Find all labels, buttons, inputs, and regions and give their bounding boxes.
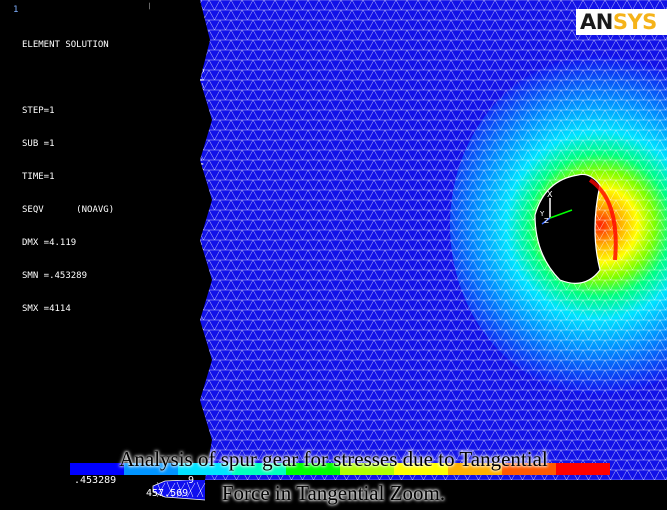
caption-line-2: Force in Tangential Zoom. (221, 481, 446, 505)
legend-swatch-7 (394, 463, 448, 475)
gear-tooth-mesh (156, 481, 206, 498)
window-number: 1 (13, 5, 19, 15)
ansys-logo: ANSYS (576, 9, 667, 35)
legend-swatch-4 (232, 463, 286, 475)
info-line-step: STEP=1 (22, 106, 55, 116)
caption-line-1: Analysis of spur gear for stresses due t… (119, 447, 548, 471)
legend-swatch-6 (340, 463, 394, 475)
info-line-smn: SMN =.453289 (22, 271, 88, 281)
legend-label-2: 9 (188, 475, 195, 486)
legend-swatch-9 (502, 463, 556, 475)
element-mesh (200, 0, 667, 480)
solution-info-panel: ELEMENT SOLUTION STEP=1 SUB =1 TIME=1 SE… (22, 18, 114, 337)
legend-swatch-8 (448, 463, 502, 475)
legend-swatch-2 (124, 463, 178, 475)
triad-x-label: X (547, 190, 553, 199)
triad-z-label: Z (544, 217, 549, 225)
triad-y-label: Y (539, 210, 545, 218)
axis-triad-icon: X Y Z (539, 190, 573, 225)
legend-label-min: .453289 (74, 475, 117, 486)
figure-caption: Analysis of spur gear for stresses due t… (0, 442, 667, 510)
legend-swatch-5 (286, 463, 340, 475)
info-line-sub: SUB =1 (22, 139, 55, 149)
legend-labels: .453289 9 457.569 (70, 475, 610, 506)
contour-legend (70, 463, 610, 475)
legend-swatch-1 (70, 463, 124, 475)
info-line-time: TIME=1 (22, 172, 55, 182)
info-line-smx: SMX =4114 (22, 304, 71, 314)
solution-title: ELEMENT SOLUTION (22, 40, 109, 50)
info-line-dmx: DMX =4.119 (22, 238, 77, 248)
legend-label-1: 457.569 (146, 488, 189, 499)
info-line-seqv: SEQV (NOAVG) (22, 205, 115, 215)
legend-swatch-10 (556, 463, 610, 475)
legend-swatch-3 (178, 463, 232, 475)
shaft-hole (534, 173, 601, 284)
